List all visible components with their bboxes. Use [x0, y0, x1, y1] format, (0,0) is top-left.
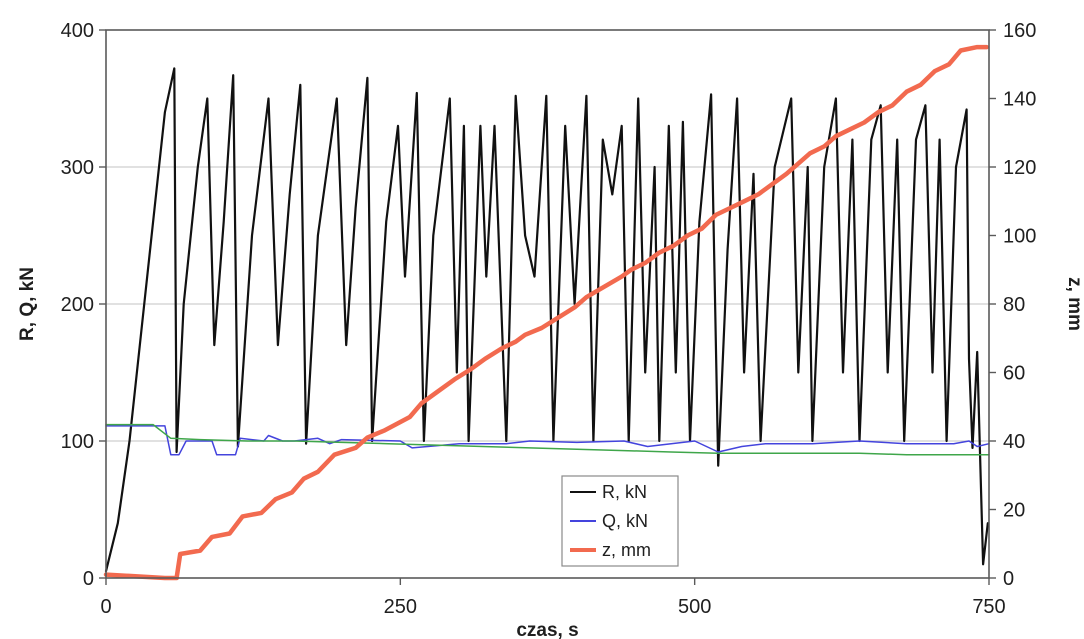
y-right-tick-label-120: 120 — [1003, 157, 1036, 179]
series-line-q2-kn — [105, 423, 990, 456]
x-axis-title: czas, s — [516, 620, 578, 639]
legend-label-z: z, mm — [602, 540, 651, 560]
y-axis-left-title: R, Q, kN — [17, 267, 38, 341]
y-axis-right-title: z, mm — [1064, 277, 1084, 331]
y-right-tick-label-0: 0 — [1003, 568, 1014, 590]
y-right-tick-label-140: 140 — [1003, 89, 1036, 111]
y-right-tick-label-40: 40 — [1003, 431, 1025, 453]
tick-layer: 0 250 500 750 0 100 200 300 400 0 20 40 60 80 100 120 14… — [61, 20, 1037, 618]
legend: R, kN Q, kN z, mm — [561, 475, 679, 567]
y-right-tick-label-80: 80 — [1003, 294, 1025, 316]
label-layer: czas, s R, Q, kN z, mm — [17, 267, 1084, 639]
x-tick-label-250: 250 — [384, 596, 417, 618]
y-left-tick-label-100: 100 — [61, 431, 94, 453]
series-layer — [103, 44, 990, 581]
y-right-tick-label-160: 160 — [1003, 20, 1036, 42]
x-tick-label-0: 0 — [100, 596, 111, 618]
series-line-r-kn — [104, 67, 989, 573]
y-left-tick-label-0: 0 — [83, 568, 94, 590]
y-left-tick-label-200: 200 — [61, 294, 94, 316]
legend-label-r: R, kN — [602, 482, 647, 502]
y-right-tick-label-100: 100 — [1003, 226, 1036, 248]
x-tick-label-500: 500 — [678, 596, 711, 618]
y-left-tick-label-400: 400 — [61, 20, 94, 42]
y-left-tick-label-300: 300 — [61, 157, 94, 179]
legend-label-q: Q, kN — [602, 511, 648, 531]
y-right-tick-label-60: 60 — [1003, 363, 1025, 385]
series-line-z-mm — [103, 44, 989, 581]
x-tick-label-750: 750 — [972, 596, 1005, 618]
y-right-tick-label-20: 20 — [1003, 500, 1025, 522]
